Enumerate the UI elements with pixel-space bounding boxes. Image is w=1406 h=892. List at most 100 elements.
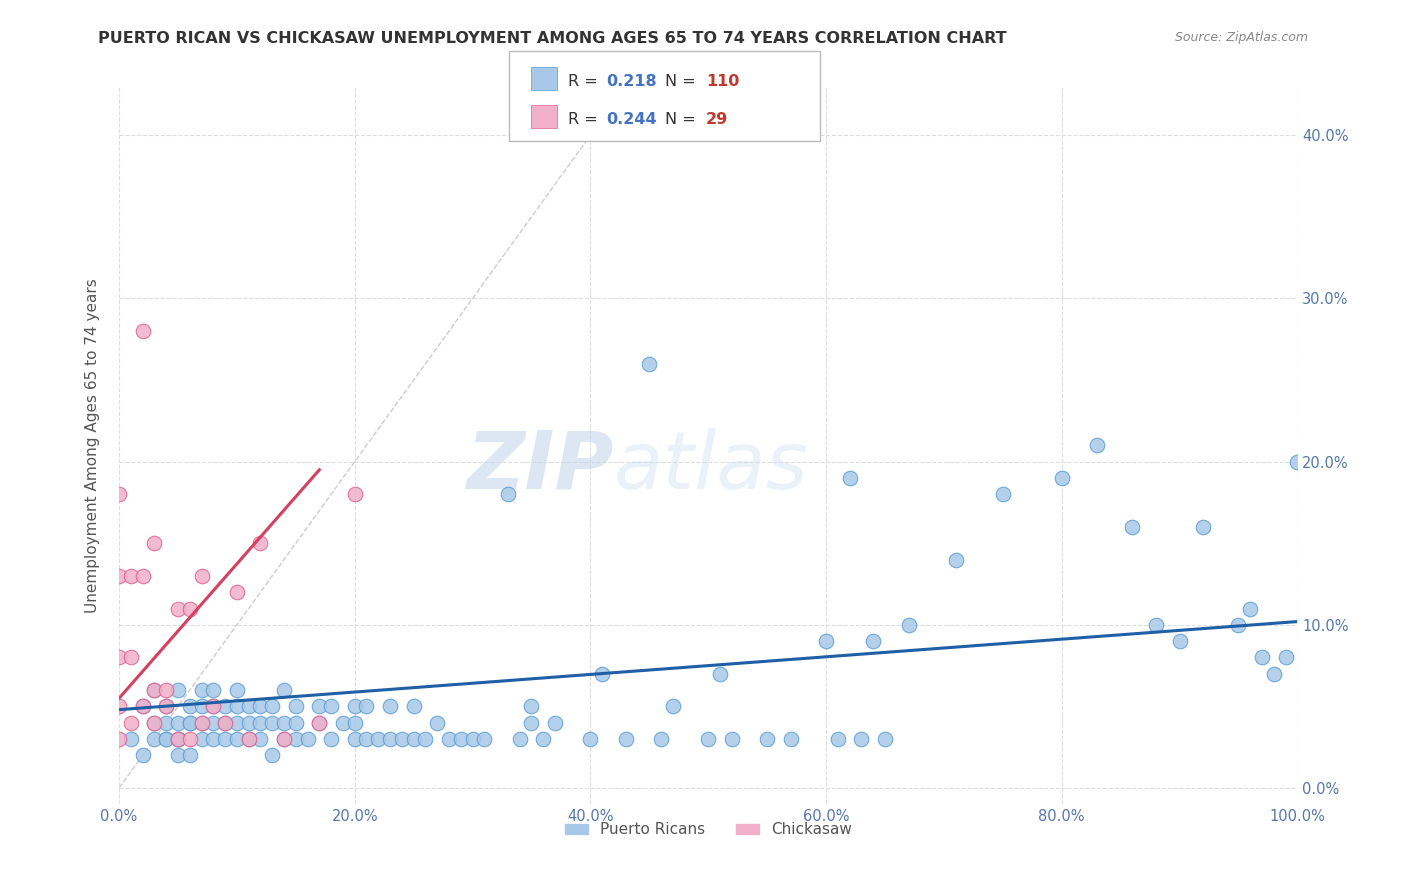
- Point: [709, 666, 731, 681]
- Point: [321, 699, 343, 714]
- Point: [720, 732, 742, 747]
- Point: [638, 357, 661, 371]
- Point: [1050, 471, 1073, 485]
- Point: [167, 732, 190, 747]
- Point: [179, 601, 201, 615]
- Point: [614, 732, 637, 747]
- Point: [402, 732, 425, 747]
- Point: [179, 715, 201, 730]
- Point: [321, 732, 343, 747]
- Point: [343, 699, 366, 714]
- Point: [1192, 520, 1215, 534]
- Point: [262, 748, 284, 763]
- Text: N =: N =: [665, 74, 696, 89]
- Point: [814, 634, 837, 648]
- Point: [756, 732, 779, 747]
- Point: [1239, 601, 1261, 615]
- Point: [225, 585, 247, 599]
- Point: [202, 715, 225, 730]
- Point: [1121, 520, 1143, 534]
- Point: [120, 715, 142, 730]
- Point: [472, 732, 495, 747]
- Point: [308, 699, 330, 714]
- Point: [308, 715, 330, 730]
- Point: [143, 683, 166, 698]
- Point: [167, 732, 190, 747]
- Point: [108, 732, 131, 747]
- Point: [450, 732, 472, 747]
- Point: [897, 617, 920, 632]
- Point: [662, 699, 685, 714]
- Point: [273, 732, 295, 747]
- Point: [851, 732, 873, 747]
- Point: [155, 699, 177, 714]
- Point: [838, 471, 860, 485]
- Point: [179, 748, 201, 763]
- Point: [520, 699, 543, 714]
- Point: [284, 732, 307, 747]
- Text: PUERTO RICAN VS CHICKASAW UNEMPLOYMENT AMONG AGES 65 TO 74 YEARS CORRELATION CHA: PUERTO RICAN VS CHICKASAW UNEMPLOYMENT A…: [98, 31, 1007, 46]
- Point: [1286, 455, 1309, 469]
- Point: [143, 732, 166, 747]
- Point: [214, 715, 236, 730]
- Point: [155, 732, 177, 747]
- Point: [214, 699, 236, 714]
- Text: atlas: atlas: [614, 428, 808, 506]
- Point: [167, 601, 190, 615]
- Point: [108, 699, 131, 714]
- Text: R =: R =: [568, 112, 598, 128]
- Point: [544, 715, 567, 730]
- Point: [238, 699, 260, 714]
- Text: 0.218: 0.218: [606, 74, 657, 89]
- Point: [143, 715, 166, 730]
- Point: [249, 732, 271, 747]
- Point: [356, 699, 378, 714]
- Point: [167, 715, 190, 730]
- Point: [155, 683, 177, 698]
- Point: [1144, 617, 1167, 632]
- Point: [591, 666, 613, 681]
- Point: [249, 715, 271, 730]
- Point: [402, 699, 425, 714]
- Point: [238, 715, 260, 730]
- Point: [273, 732, 295, 747]
- Point: [378, 699, 401, 714]
- Point: [131, 569, 153, 583]
- Point: [190, 715, 212, 730]
- Point: [214, 732, 236, 747]
- Point: [461, 732, 484, 747]
- Point: [343, 715, 366, 730]
- Text: 29: 29: [706, 112, 728, 128]
- Point: [120, 732, 142, 747]
- Point: [179, 699, 201, 714]
- Point: [356, 732, 378, 747]
- Point: [131, 699, 153, 714]
- Point: [143, 536, 166, 550]
- Point: [108, 650, 131, 665]
- Point: [509, 732, 531, 747]
- Point: [131, 748, 153, 763]
- Point: [167, 748, 190, 763]
- Point: [131, 699, 153, 714]
- Point: [202, 699, 225, 714]
- Point: [343, 487, 366, 501]
- Point: [108, 487, 131, 501]
- Point: [991, 487, 1014, 501]
- Point: [332, 715, 354, 730]
- Point: [155, 715, 177, 730]
- Point: [1227, 617, 1250, 632]
- Point: [225, 683, 247, 698]
- Point: [945, 552, 967, 566]
- Point: [426, 715, 449, 730]
- Point: [155, 732, 177, 747]
- Point: [179, 732, 201, 747]
- Point: [1251, 650, 1274, 665]
- Point: [167, 732, 190, 747]
- Point: [238, 732, 260, 747]
- Point: [143, 683, 166, 698]
- Point: [1085, 438, 1108, 452]
- Point: [190, 569, 212, 583]
- Point: [202, 699, 225, 714]
- Point: [862, 634, 884, 648]
- Point: [143, 715, 166, 730]
